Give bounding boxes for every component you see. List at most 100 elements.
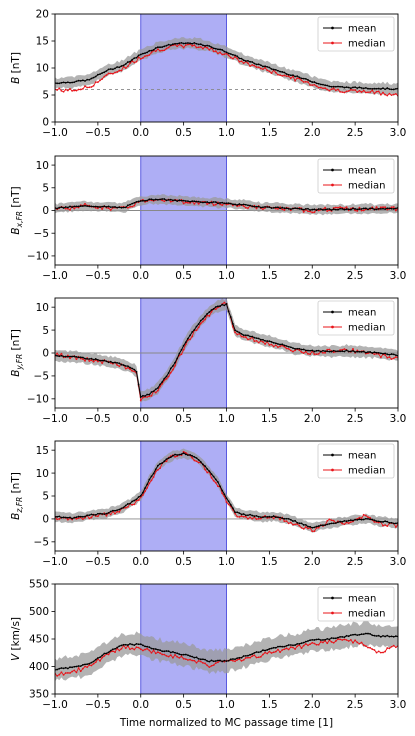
mean-point [304,523,307,526]
mean-point [133,57,136,60]
mean-point [101,513,104,515]
mean-point [337,636,339,639]
mean-point [251,514,254,517]
mean-point [217,305,219,308]
median-point [377,650,380,653]
mean-point [189,200,191,203]
mean-point [266,649,269,651]
median-point [212,664,215,666]
median-point [369,516,372,519]
median-point [199,660,202,663]
mean-point [259,206,262,209]
mean-point [251,653,254,655]
median-point [148,54,151,56]
mean-point [163,198,166,200]
y-axis-label: V [km/s] [10,617,22,661]
median-point [96,515,99,518]
median-point [362,89,365,92]
mean-point [58,206,61,209]
mean-point [71,355,74,358]
mean-point [223,659,226,662]
median-point [195,46,198,49]
median-point [313,211,316,214]
mean-point [206,312,209,315]
mean-point [99,206,101,208]
median-point [247,656,249,659]
median-point [88,360,91,362]
median-point [388,356,391,358]
median-point [307,210,309,213]
median-point [199,45,202,48]
mean-point [281,206,284,209]
mean-point [120,644,123,647]
mean-point [157,387,159,389]
mean-point [341,350,344,353]
mean-point [109,510,112,513]
mean-point [111,361,114,364]
median-point [289,521,292,524]
median-point [124,67,127,70]
mean-point [345,634,348,637]
mean-point [225,660,228,663]
median-point [64,207,67,210]
x-tick-label: 3.0 [390,556,407,568]
mean-point [328,522,331,525]
mean-point [81,79,84,82]
mean-point [56,668,59,671]
mean-point [272,341,275,344]
mean-point [377,520,380,523]
median-point [139,58,142,60]
median-point [337,638,339,641]
mean-point [307,640,309,642]
mean-point [262,338,264,341]
median-point [69,208,71,211]
mean-point [71,517,74,520]
mean-point [161,46,164,48]
median-point [332,641,335,644]
median-point [257,341,260,344]
median-point [317,643,320,646]
mean-point [255,514,258,517]
mean-point [94,205,97,208]
median-point [332,87,335,90]
x-tick-label: 2.5 [347,127,364,139]
mean-point [292,74,294,77]
mean-point [60,206,63,209]
median-point [193,202,196,205]
median-point [352,641,354,644]
panel-5: −1.0 −0.5 0.0 0.5 1.0 1.5 2.0 2.5 3.0 350 400 450 50… [10,579,406,711]
x-tick-label: 0.0 [132,270,149,282]
mean-point [302,208,305,211]
median-point [334,206,337,209]
mean-point [144,52,146,54]
median-point [163,200,166,203]
median-point [343,638,346,641]
mean-point [120,507,123,510]
mean-point [172,365,174,367]
mean-point [148,198,151,201]
mean-point [208,311,211,313]
mean-point [394,88,397,90]
mean-point [358,633,361,636]
median-point [392,357,395,360]
mean-point [367,351,369,353]
mean-point [154,648,157,650]
mean-point [217,48,219,51]
median-point [386,356,389,359]
mean-point [195,42,198,45]
median-point [219,203,221,206]
mean-point [352,349,354,352]
mean-point [236,657,239,660]
mean-point [319,350,322,353]
median-point [238,515,241,518]
mean-point [191,655,194,658]
median-point [394,526,397,528]
mean-point [60,81,63,84]
median-point [221,53,224,56]
panel-4: −1.0 −0.5 0.0 0.5 1.0 1.5 2.0 2.5 3.0 −5 0 5 10 15 Bz,… [10,440,407,568]
mean-point [73,516,76,519]
median-point [384,354,387,356]
mean-point [204,465,206,468]
median-point [193,459,196,462]
median-legend-label: median [348,323,386,334]
